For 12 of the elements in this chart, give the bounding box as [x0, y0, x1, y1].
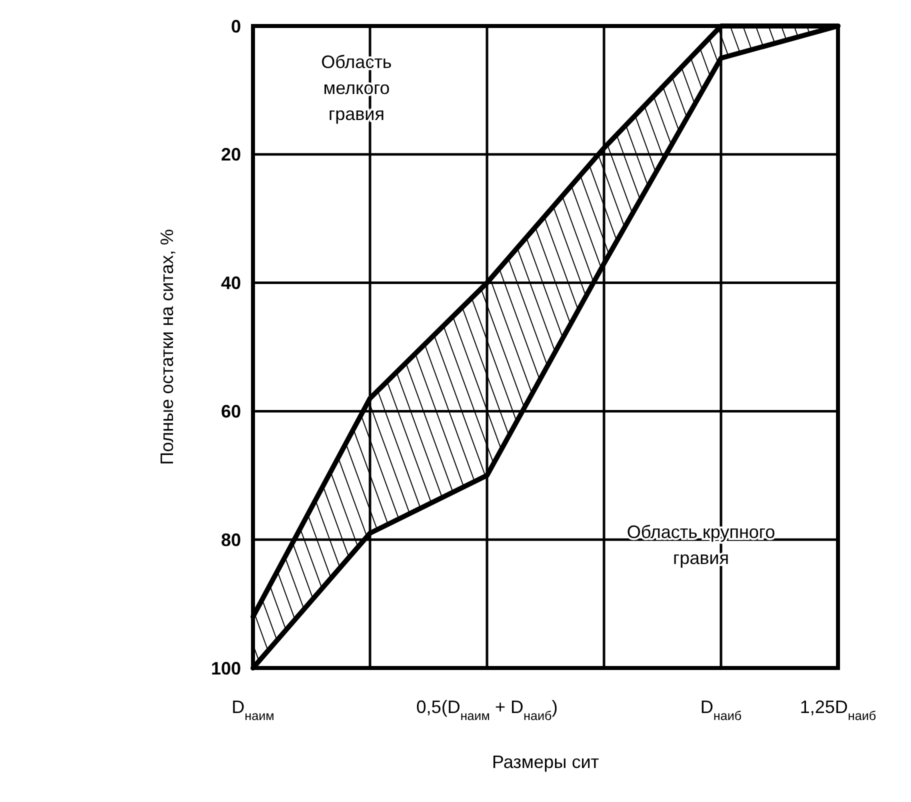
x-axis-title: Размеры сит [492, 752, 600, 772]
x-tick-label: D$_{наим}$ [232, 697, 274, 723]
x-tick-label: 0,5(D$_{наим}$ + D$_{наиб}$) [416, 697, 558, 723]
y-tick-label: 80 [220, 530, 241, 550]
y-tick-label: 60 [220, 402, 241, 422]
y-tick-label: 20 [220, 144, 241, 165]
y-tick-label: 100 [210, 658, 241, 678]
y-axis-title: Полные остатки на ситах, % [157, 229, 177, 465]
y-tick-label: 0 [230, 16, 241, 36]
y-tick-label: 40 [220, 273, 241, 294]
x-tick-label: D$_{наиб}$ [700, 697, 742, 723]
x-tick-label: 1,25D$_{наиб}$ [800, 697, 876, 723]
